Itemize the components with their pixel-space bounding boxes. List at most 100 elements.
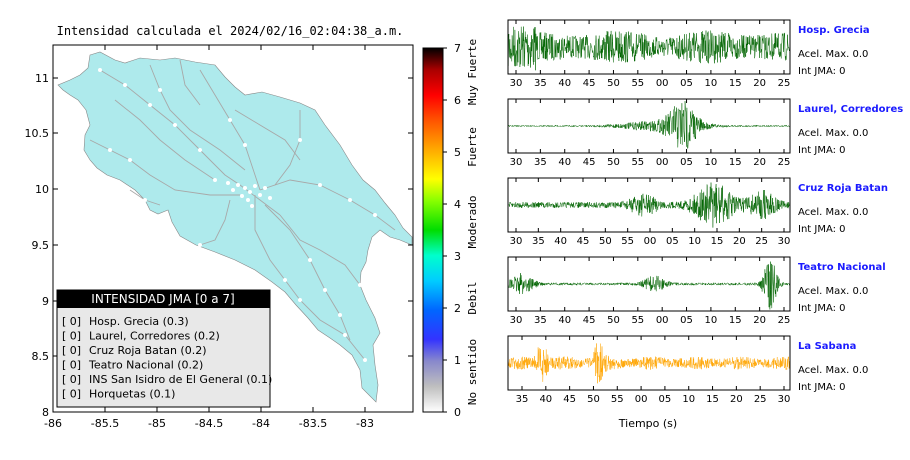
waveform-panel: 30 35 40 45 50 55 00 05 10 15 20 25 Teatro Nacional A… [507, 256, 886, 326]
station-accel: Acel. Max. 0.0 [798, 207, 868, 218]
waveform-tick-label: 00 [644, 236, 657, 247]
waveform-trace [507, 343, 791, 384]
waveform-tick-label: 45 [583, 157, 596, 168]
map-x-tick-label: -83.5 [299, 417, 327, 430]
waveform-tick-label: 30 [510, 78, 523, 89]
colorbar-categories: No sentido Debil Moderado Fuerte Muy Fuerte [466, 39, 479, 405]
station-name: Laurel, Corredores [798, 104, 903, 115]
station-int: Int JMA: 0 [798, 382, 846, 393]
legend-header-bar [57, 290, 270, 308]
waveform-tick-label: 10 [688, 236, 701, 247]
legend-item-level: [ 0] [62, 359, 81, 372]
waveform-tick-label: 15 [729, 157, 742, 168]
waveform-tick-label: 30 [510, 236, 523, 247]
colorbar-gradient [422, 47, 444, 413]
waveform-tick-label: 10 [705, 78, 718, 89]
colorbar-category-label: Fuerte [466, 127, 479, 167]
waveform-tick-label: 55 [631, 78, 644, 89]
waveform-tick-label: 10 [682, 394, 695, 405]
map-y-tick-label: 9.5 [32, 239, 50, 252]
waveform-tick-label: 10 [705, 315, 718, 326]
waveform-tick-label: 05 [659, 394, 672, 405]
station-name: Hosp. Grecia [798, 25, 870, 36]
waveform-tick-label: 35 [532, 236, 545, 247]
map-x-tick-label: -85 [148, 417, 166, 430]
station-int: Int JMA: 0 [798, 303, 846, 314]
map-x-tick-label: -85.5 [91, 417, 119, 430]
waveform-tick-label: 45 [583, 78, 596, 89]
waveform-tick-label: 15 [706, 394, 719, 405]
colorbar-tick-label: 2 [454, 302, 461, 315]
waveform-tick-label: 55 [611, 394, 624, 405]
waveform-trace [507, 261, 791, 310]
waveform-tick-label: 40 [558, 157, 571, 168]
waveform-tick-label: 35 [534, 78, 547, 89]
waveform-frame [507, 98, 791, 154]
waveform-tick-label: 30 [510, 157, 523, 168]
waveform-tick-label: 10 [705, 157, 718, 168]
colorbar-tick-label: 0 [454, 406, 461, 419]
waveform-tick-label: 55 [631, 315, 644, 326]
legend-item-level: [ 0] [62, 344, 81, 357]
waveform-tick-label: 30 [510, 315, 523, 326]
waveform-tick-label: 05 [680, 78, 693, 89]
road-network [89, 59, 396, 361]
colorbar-category-label: Debil [466, 281, 479, 314]
waveform-trace [507, 24, 791, 71]
map-x-tick-label: -83 [356, 417, 374, 430]
waveform-tick-label: 15 [729, 315, 742, 326]
waveform-frame [507, 335, 791, 391]
station-name: La Sabana [798, 341, 856, 352]
waveform-tick-label: 05 [666, 236, 679, 247]
legend-item-level: [ 0] [62, 373, 81, 386]
station-accel: Acel. Max. 0.0 [798, 49, 868, 60]
colorbar-category-label: Moderado [466, 196, 479, 249]
map-title: Intensidad calculada el 2024/02/16_02:04… [57, 24, 404, 38]
station-accel: Acel. Max. 0.0 [798, 365, 868, 376]
station-markers [98, 68, 382, 362]
waveform-trace [507, 101, 791, 149]
map-y-tick-label: 9 [42, 295, 49, 308]
waveform-tick-label: 05 [680, 157, 693, 168]
colorbar-category-label: No sentido [466, 339, 479, 405]
legend-item-label: Cruz Roja Batan (0.2) [89, 344, 207, 357]
waveform-tick-label: 25 [778, 157, 791, 168]
legend-item-label: Hosp. Grecia (0.3) [89, 315, 189, 328]
waveform-panel: 30 35 40 45 50 55 00 05 10 15 20 25 30 Cruz Roja Bata… [507, 177, 888, 247]
legend-item-label: Laurel, Corredores (0.2) [89, 330, 220, 343]
map-x-axis: -86 -85.5 -85 -84.5 -84 -83.5 -83 [44, 45, 374, 430]
station-int: Int JMA: 0 [798, 224, 846, 235]
map-y-tick-label: 10.5 [25, 127, 50, 140]
station-int: Int JMA: 0 [798, 66, 846, 77]
station-accel: Acel. Max. 0.0 [798, 286, 868, 297]
station-name: Cruz Roja Batan [798, 183, 888, 194]
colorbar-tick-label: 4 [454, 198, 461, 211]
waveform-tick-label: 50 [607, 78, 620, 89]
waveform-tick-label: 55 [631, 157, 644, 168]
waveform-frame [507, 256, 791, 312]
waveform-tick-label: 20 [753, 315, 766, 326]
waveform-tick-label: 25 [778, 78, 791, 89]
legend-header: INTENSIDAD JMA [0 a 7] [91, 292, 234, 306]
waveform-tick-label: 00 [656, 315, 669, 326]
waveform-tick-label: 25 [755, 236, 768, 247]
colorbar-tick-label: 5 [454, 146, 461, 159]
waveform-trace [507, 182, 791, 228]
waveform-tick-label: 20 [753, 157, 766, 168]
waveform-tick-label: 00 [635, 394, 648, 405]
map-x-tick-label: -84 [252, 417, 270, 430]
colorbar-ticks: 0 1 2 3 4 5 6 7 [443, 42, 461, 419]
waveform-tick-label: 45 [583, 315, 596, 326]
waveform-xlabel: Tiempo (s) [618, 417, 677, 430]
map-x-tick-label: -86 [44, 417, 62, 430]
waveform-tick-label: 25 [754, 394, 767, 405]
waveform-tick-label: 15 [729, 78, 742, 89]
waveform-tick-label: 40 [558, 78, 571, 89]
waveform-tick-label: 50 [607, 157, 620, 168]
waveform-tick-label: 40 [554, 236, 567, 247]
legend-item-label: Horquetas (0.1) [89, 388, 175, 401]
waveform-panel: 30 35 40 45 50 55 00 05 10 15 20 25 Hosp. Grecia Acel… [507, 19, 870, 89]
waveform-tick-label: 30 [778, 394, 791, 405]
colorbar-tick-label: 1 [454, 354, 461, 367]
